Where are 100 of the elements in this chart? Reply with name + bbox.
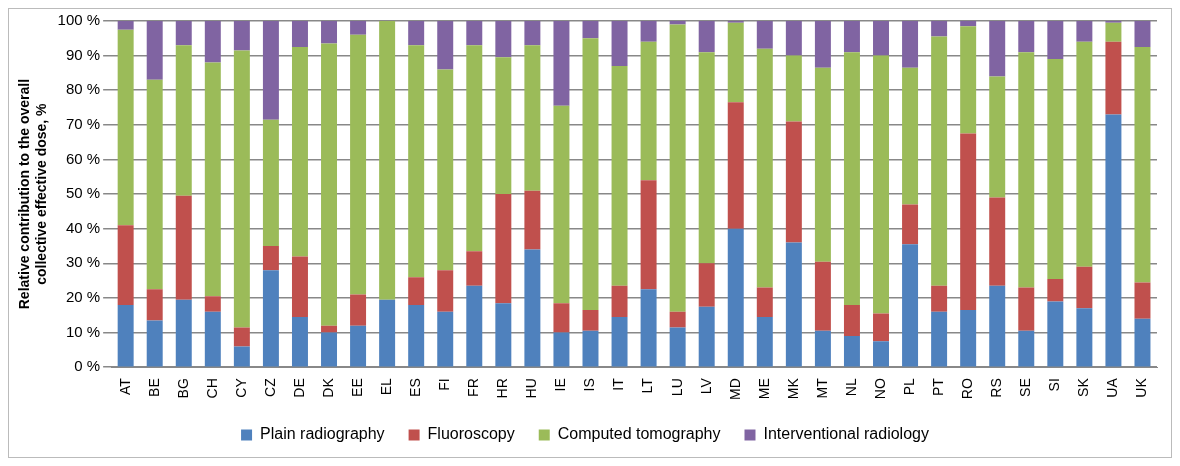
x-tick-label: PL [900, 378, 917, 396]
x-tick-label: DK [319, 377, 336, 398]
bar [291, 21, 308, 47]
x-tick-label: EE [348, 378, 365, 397]
x-tick-label: SI [1046, 378, 1063, 392]
bar [931, 311, 948, 367]
bar [843, 21, 860, 53]
bar [640, 289, 657, 367]
legend-label: Computed tomography [557, 425, 721, 443]
bar [989, 76, 1006, 198]
bar [408, 45, 425, 278]
bar [989, 197, 1006, 286]
y-tick-label: 80 % [65, 80, 101, 98]
bar [1047, 21, 1064, 60]
x-tick-label: CY [232, 377, 249, 398]
legend-label: Fluoroscopy [427, 425, 515, 443]
y-tick-label: 30 % [65, 253, 101, 271]
bar [1134, 282, 1151, 319]
x-tick-label: CZ [261, 377, 278, 397]
bar [437, 311, 454, 367]
bar [408, 304, 425, 367]
bar [350, 21, 367, 35]
bar [611, 66, 628, 286]
bar [1018, 287, 1035, 331]
x-tick-label: FR [465, 378, 482, 397]
x-tick-label: RO [959, 378, 976, 400]
bar [553, 105, 570, 304]
bar [873, 313, 889, 342]
y-tick-label: 10 % [65, 322, 101, 340]
x-tick-label: CH [203, 378, 220, 399]
bar [291, 46, 308, 257]
y-tick-label: 0 % [74, 357, 101, 375]
bar [408, 277, 425, 305]
x-tick-label: NL [842, 378, 859, 397]
bar [1105, 114, 1122, 367]
bar [960, 133, 977, 311]
bar [437, 21, 454, 70]
x-tick-label: MT [813, 377, 830, 399]
x-tick-label: HR [494, 378, 511, 399]
bar [437, 270, 454, 312]
bar [1134, 21, 1151, 47]
bar [1076, 21, 1093, 42]
bar [756, 287, 773, 318]
bar [902, 204, 919, 245]
bar [931, 285, 948, 312]
bar [873, 55, 889, 314]
x-tick-label: FI [436, 378, 453, 391]
x-tick-label: MK [784, 377, 801, 400]
bar [785, 21, 802, 56]
bar [524, 190, 541, 250]
bar [262, 119, 279, 247]
bar [669, 327, 686, 367]
x-tick-label: EL [377, 378, 394, 396]
bar [843, 52, 860, 305]
y-tick-label: 70 % [65, 115, 101, 133]
bar [1076, 41, 1093, 267]
bar [553, 332, 570, 367]
x-tick-label: BG [174, 378, 191, 399]
bar [175, 21, 192, 46]
bar [727, 22, 744, 103]
x-tick-label: IT [610, 377, 627, 391]
bar [611, 285, 628, 318]
bar [495, 303, 512, 367]
bar [146, 320, 163, 367]
y-tick-label: 60 % [65, 149, 101, 167]
bar [1134, 46, 1151, 283]
bar [233, 327, 250, 347]
bar [1134, 318, 1151, 367]
bar [524, 21, 541, 46]
bar [756, 21, 773, 49]
bar [814, 67, 831, 262]
bar [960, 21, 977, 27]
bar [379, 299, 396, 367]
x-tick-label: RS [988, 378, 1005, 398]
bar [1018, 21, 1035, 53]
bar [466, 21, 483, 46]
bar [582, 38, 599, 311]
bar [756, 48, 773, 288]
bar [553, 303, 570, 333]
bar [524, 249, 541, 367]
bar [204, 62, 221, 297]
bar [321, 21, 338, 44]
bar [669, 311, 686, 328]
bar [931, 36, 948, 286]
bar [756, 317, 773, 367]
bar [902, 244, 919, 367]
legend-label: Interventional radiology [763, 425, 929, 443]
bar [524, 45, 541, 191]
bar [582, 310, 599, 331]
bar [291, 256, 308, 318]
bar [989, 21, 1006, 77]
bar [902, 21, 919, 68]
bar [495, 21, 512, 58]
x-tick-label: LV [697, 377, 714, 395]
bar [350, 294, 367, 326]
bar [640, 41, 657, 181]
bar [902, 67, 919, 205]
bar [669, 24, 686, 312]
bar [785, 55, 802, 122]
bar [233, 21, 250, 51]
